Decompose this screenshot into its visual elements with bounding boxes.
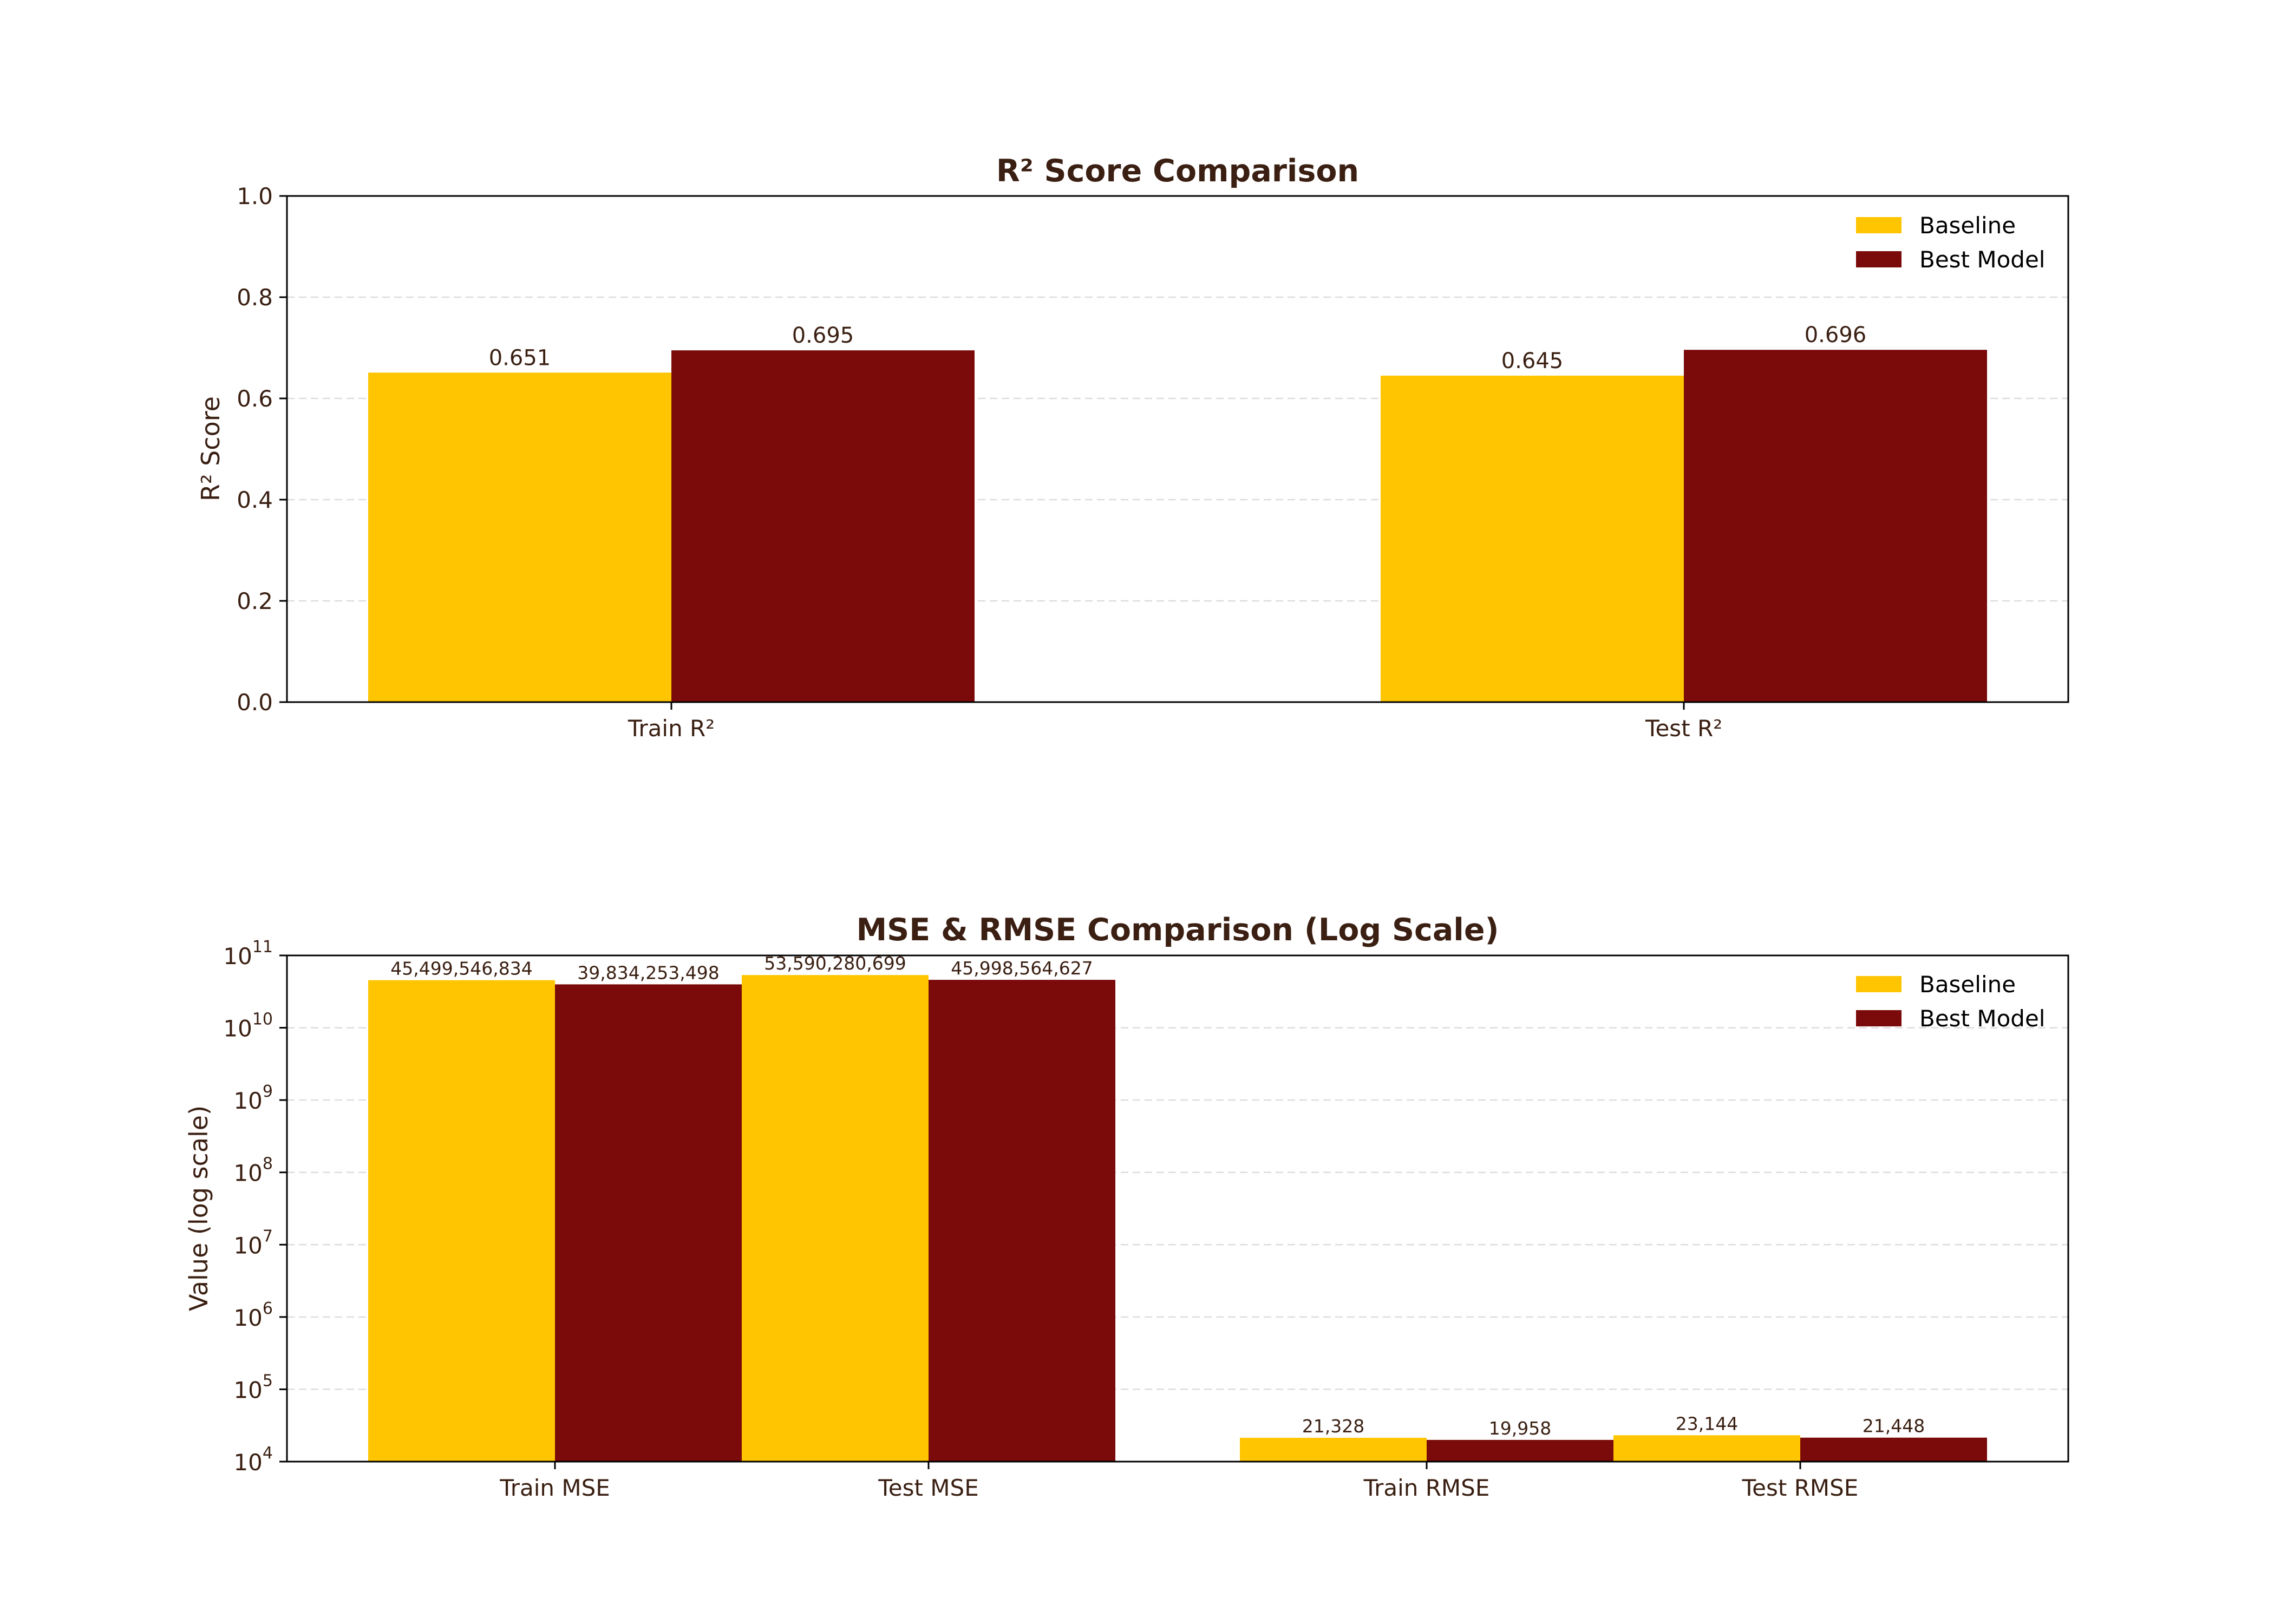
y-tick-label-base: 10 bbox=[223, 1016, 252, 1042]
best-model-bar bbox=[1684, 350, 1987, 702]
r2-bar-labels: 0.651 0.645 0.695 0.696 bbox=[489, 323, 1867, 374]
bar-value-label: 0.695 bbox=[792, 323, 854, 348]
r2-x-ticks: Train R² Test R² bbox=[628, 702, 1722, 742]
y-tick-label: 0.2 bbox=[237, 588, 273, 614]
mse-legend: Baseline Best Model bbox=[1856, 971, 2045, 1032]
y-tick-label-exponent: 9 bbox=[263, 1082, 273, 1101]
mse-grid bbox=[287, 1027, 2068, 1390]
x-tick-label: Test MSE bbox=[878, 1475, 979, 1501]
legend-label-best-model: Best Model bbox=[1919, 1005, 2045, 1032]
r2-y-ticks: 0.0 0.2 0.4 0.6 0.8 1.0 bbox=[237, 183, 287, 716]
baseline-bar bbox=[368, 980, 555, 1462]
mse-chart-title: MSE & RMSE Comparison (Log Scale) bbox=[856, 912, 1499, 948]
bar-value-label: 39,834,253,498 bbox=[577, 962, 719, 983]
r2-legend: Baseline Best Model bbox=[1856, 212, 2045, 273]
x-tick-label: Test RMSE bbox=[1742, 1475, 1859, 1501]
baseline-bar bbox=[742, 975, 929, 1462]
y-tick-label-base: 10 bbox=[223, 943, 252, 970]
bar-value-label: 21,328 bbox=[1302, 1416, 1364, 1437]
baseline-bar bbox=[368, 372, 671, 702]
best-model-bar bbox=[929, 980, 1115, 1462]
legend-swatch-baseline bbox=[1856, 976, 1901, 992]
bar-value-label: 19,958 bbox=[1489, 1418, 1551, 1439]
y-tick-label-exponent: 6 bbox=[263, 1299, 273, 1318]
bar-value-label: 0.651 bbox=[489, 345, 551, 370]
y-tick-label: 1010 bbox=[223, 1010, 273, 1042]
bar-value-label: 45,998,564,627 bbox=[951, 958, 1093, 979]
legend-swatch-best-model bbox=[1856, 1010, 1901, 1026]
y-tick-label: 106 bbox=[233, 1299, 273, 1331]
best-model-bar bbox=[1427, 1439, 1613, 1462]
x-tick-label: Train R² bbox=[628, 715, 715, 742]
baseline-bar bbox=[1381, 375, 1684, 702]
mse-rmse-chart: 45,499,546,834 53,590,280,699 21,328 23,144… bbox=[184, 912, 2069, 1501]
legend-label-baseline: Baseline bbox=[1919, 212, 2016, 239]
legend-label-best-model: Best Model bbox=[1919, 246, 2045, 273]
r2-y-axis-label: R² Score bbox=[196, 396, 225, 501]
baseline-bar bbox=[1240, 1438, 1427, 1462]
y-tick-label: 0.4 bbox=[237, 487, 273, 513]
x-tick-label: Train MSE bbox=[499, 1475, 610, 1501]
y-tick-label: 0.0 bbox=[237, 689, 273, 716]
best-model-bar bbox=[671, 350, 975, 702]
bar-value-label: 53,590,280,699 bbox=[764, 953, 906, 974]
bar-value-label: 21,448 bbox=[1863, 1416, 1925, 1437]
y-tick-label-exponent: 5 bbox=[263, 1371, 273, 1390]
y-tick-label-exponent: 8 bbox=[263, 1155, 273, 1174]
bar-value-label: 45,499,546,834 bbox=[390, 958, 532, 979]
y-tick-label-base: 10 bbox=[233, 1088, 262, 1114]
mse-x-ticks: Train MSE Test MSE Train RMSE Test RMSE bbox=[499, 1462, 1858, 1501]
legend-swatch-best-model bbox=[1856, 251, 1901, 267]
y-tick-label-base: 10 bbox=[233, 1232, 262, 1259]
y-tick-label: 109 bbox=[233, 1082, 273, 1114]
legend-swatch-baseline bbox=[1856, 217, 1901, 233]
y-tick-label: 0.8 bbox=[237, 284, 273, 311]
mse-y-axis-label: Value (log scale) bbox=[184, 1105, 213, 1311]
legend-label-baseline: Baseline bbox=[1919, 971, 2016, 998]
mse-bar-labels: 45,499,546,834 53,590,280,699 21,328 23,144… bbox=[390, 953, 1925, 1439]
y-tick-label: 104 bbox=[233, 1444, 273, 1476]
y-tick-label-exponent: 4 bbox=[263, 1444, 273, 1463]
y-tick-label-exponent: 11 bbox=[252, 938, 273, 957]
r2-chart-title: R² Score Comparison bbox=[996, 153, 1359, 189]
y-tick-label-exponent: 10 bbox=[252, 1010, 273, 1029]
y-tick-label-base: 10 bbox=[233, 1377, 262, 1403]
mse-plot-frame bbox=[286, 954, 2069, 1463]
y-tick-label: 105 bbox=[233, 1371, 273, 1403]
y-tick-label-base: 10 bbox=[233, 1449, 262, 1476]
best-model-bar bbox=[1800, 1437, 1987, 1462]
y-tick-label-base: 10 bbox=[233, 1305, 262, 1331]
baseline-bar bbox=[1613, 1435, 1800, 1462]
bar-value-label: 0.645 bbox=[1501, 349, 1564, 374]
y-tick-label: 1011 bbox=[223, 938, 273, 970]
y-tick-label: 1.0 bbox=[237, 183, 273, 209]
y-tick-label-exponent: 7 bbox=[263, 1227, 273, 1246]
r2-bars bbox=[368, 350, 1987, 702]
y-tick-label-base: 10 bbox=[233, 1160, 262, 1187]
mse-bars bbox=[368, 975, 1987, 1462]
x-tick-label: Test R² bbox=[1645, 715, 1722, 742]
y-tick-label: 0.6 bbox=[237, 385, 273, 412]
best-model-bar bbox=[555, 984, 742, 1462]
x-tick-label: Train RMSE bbox=[1363, 1475, 1490, 1501]
y-tick-label: 107 bbox=[233, 1227, 273, 1259]
bar-value-label: 23,144 bbox=[1676, 1413, 1738, 1434]
bar-value-label: 0.696 bbox=[1805, 323, 1867, 348]
y-tick-label: 108 bbox=[233, 1155, 273, 1187]
r2-plot-frame bbox=[286, 195, 2069, 703]
